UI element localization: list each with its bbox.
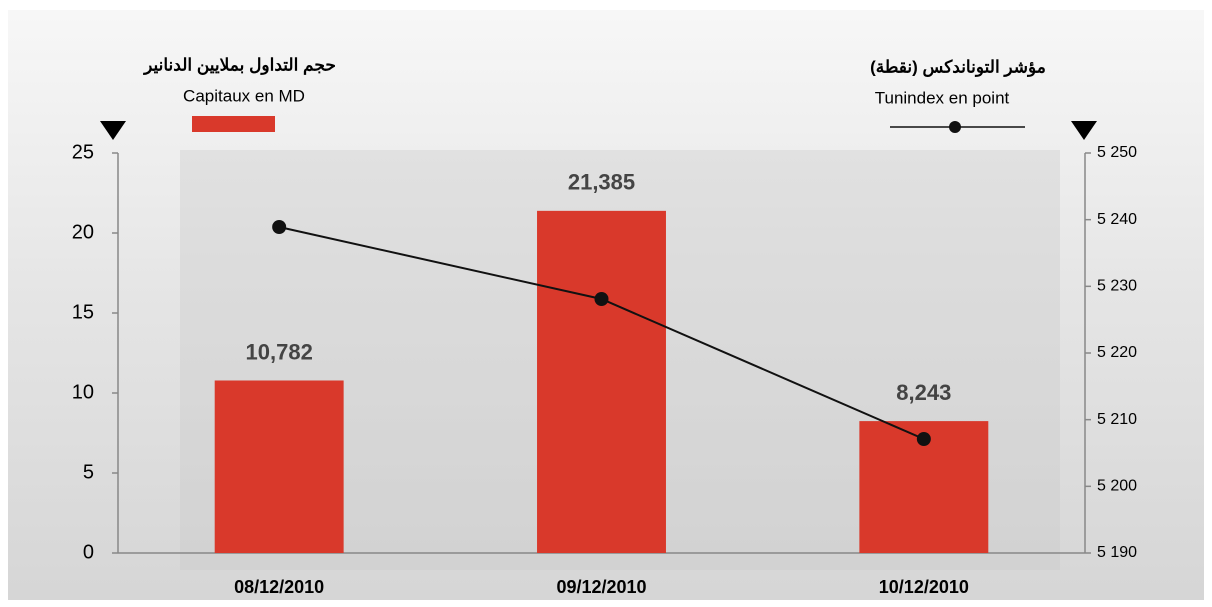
data-label: 21,385 xyxy=(568,170,635,195)
x-tick-label: 10/12/2010 xyxy=(879,577,969,597)
y-tick-label: 25 xyxy=(72,141,94,163)
legend-label: Tunindex en point xyxy=(875,88,1010,107)
y-tick-label: 20 xyxy=(72,221,94,243)
y2-tick-label: 5 190 xyxy=(1097,544,1137,561)
legend-swatch xyxy=(949,121,961,133)
bar xyxy=(215,380,344,553)
chart: حجم التداول بملايين الدنانير Capitaux en… xyxy=(0,0,1212,607)
x-tick-label: 09/12/2010 xyxy=(556,577,646,597)
x-tick-label: 08/12/2010 xyxy=(234,577,324,597)
legend-label: Capitaux en MD xyxy=(183,86,305,105)
line-point xyxy=(917,432,931,446)
y2-tick-label: 5 200 xyxy=(1097,478,1137,495)
data-label: 8,243 xyxy=(896,380,951,405)
y-tick-label: 10 xyxy=(72,381,94,403)
legend-label-ar: حجم التداول بملايين الدنانير xyxy=(142,55,336,75)
y2-tick-label: 5 230 xyxy=(1097,278,1137,295)
data-label: 10,782 xyxy=(246,339,313,364)
line-point xyxy=(272,220,286,234)
legend-label-ar: مؤشر التوناندكس (نقطة) xyxy=(870,57,1046,77)
legend-swatch xyxy=(192,116,275,132)
line-point xyxy=(595,292,609,306)
bar xyxy=(537,211,666,553)
y-tick-label: 0 xyxy=(83,541,94,563)
y2-tick-label: 5 240 xyxy=(1097,211,1137,228)
y-tick-label: 15 xyxy=(72,301,94,323)
y-tick-label: 5 xyxy=(83,461,94,483)
y2-tick-label: 5 210 xyxy=(1097,411,1137,428)
y2-tick-label: 5 220 xyxy=(1097,344,1137,361)
y2-tick-label: 5 250 xyxy=(1097,144,1137,161)
